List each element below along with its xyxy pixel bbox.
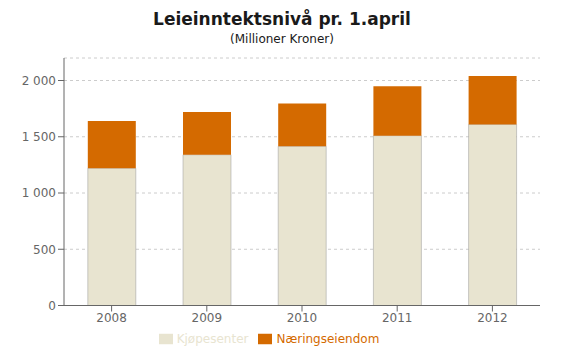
svg-text:2008: 2008 [96, 311, 127, 325]
svg-text:2012: 2012 [477, 311, 508, 325]
html-text:Kjøpesenter: Kjøpesenter [176, 331, 249, 346]
svg-text:0: 0 [48, 299, 56, 313]
svg-text:1 000: 1 000 [22, 186, 56, 200]
html-text:Leieinntektsnivå pr. 1.april: Leieinntektsnivå pr. 1.april [153, 9, 411, 29]
svg-text:2 000: 2 000 [22, 74, 56, 88]
html-text:Næringseiendom: Næringseiendom [276, 331, 380, 346]
svg-text:2011: 2011 [382, 311, 413, 325]
svg-text:1 500: 1 500 [22, 130, 56, 144]
svg-text:500: 500 [33, 243, 56, 257]
svg-text:2009: 2009 [192, 311, 223, 325]
svg-text:2010: 2010 [287, 311, 318, 325]
html-text:(Millioner Kroner): (Millioner Kroner) [230, 32, 334, 46]
